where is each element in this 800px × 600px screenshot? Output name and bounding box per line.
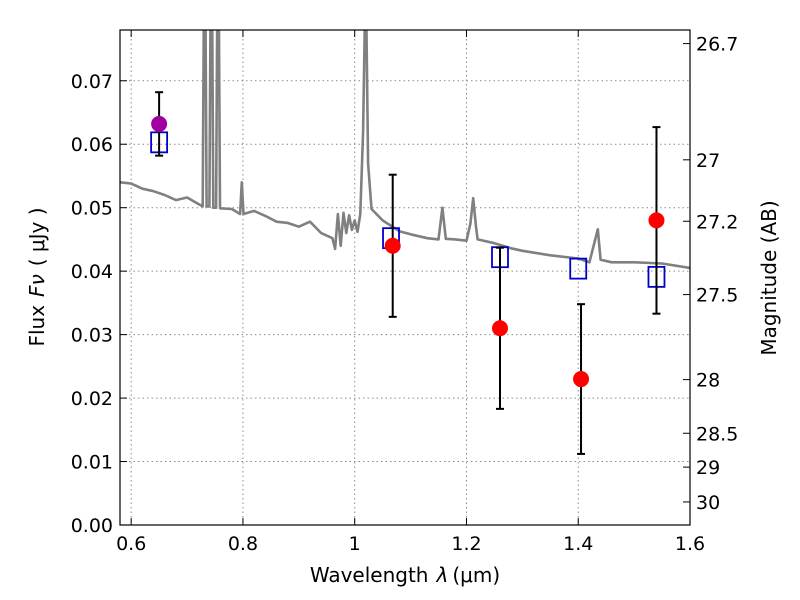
spectrum-line [120, 30, 690, 270]
x-tick-label: 1 [349, 533, 361, 555]
y-axis-label-symbol: Fν [25, 274, 49, 297]
y2-tick-label: 29 [696, 457, 720, 479]
y-tick-label: 0.07 [71, 71, 113, 93]
x-tick-label: 0.6 [116, 533, 146, 555]
y-tick-label: 0.01 [71, 452, 113, 474]
y2-tick-label: 28 [696, 370, 720, 392]
y-axis-label-text: Flux [25, 305, 49, 347]
y-axis-label: Flux Fν ( μJy ) [25, 207, 49, 346]
y-tick-label: 0.03 [71, 325, 113, 347]
x-axis-label-unit: (μm) [452, 563, 500, 587]
y2-tick-label: 27.2 [696, 211, 738, 233]
y-axis-label-unit: ( μJy ) [25, 207, 49, 266]
y2-tick-label: 30 [696, 492, 720, 514]
y2-tick-label: 27.5 [696, 285, 738, 307]
ticks: 0.6 0.8 1 1.2 1.4 1.6 0.00 0.01 0.02 0.03 0.04 0.05… [71, 30, 738, 555]
x-axis-label-text: Wavelength [310, 563, 429, 587]
observed-point [151, 115, 168, 132]
y-tick-label: 0.02 [71, 388, 113, 410]
y2-axis-label: Magnitude (AB) [757, 200, 781, 355]
y2-tick-label: 27 [696, 150, 720, 172]
y-tick-label: 0.00 [71, 515, 113, 537]
x-axis-label: Wavelength λ (μm) [310, 563, 500, 587]
y-tick-label: 0.06 [71, 134, 113, 156]
x-tick-label: 1.6 [675, 533, 705, 555]
observed-point [384, 237, 401, 254]
y-tick-label: 0.04 [71, 261, 113, 283]
y2-tick-label: 28.5 [696, 423, 738, 445]
y-tick-label: 0.05 [71, 198, 113, 220]
x-tick-label: 0.8 [228, 533, 258, 555]
plot-frame [119, 29, 691, 526]
observed-point [648, 212, 665, 229]
x-tick-label: 1.4 [563, 533, 593, 555]
x-axis-label-symbol: λ [436, 563, 449, 587]
y2-tick-label: 26.7 [696, 34, 738, 56]
observed-point [573, 371, 590, 388]
model-point-square [569, 257, 588, 280]
data-layer [120, 30, 690, 455]
observed-point [492, 320, 508, 337]
x-tick-label: 1.2 [451, 533, 481, 555]
